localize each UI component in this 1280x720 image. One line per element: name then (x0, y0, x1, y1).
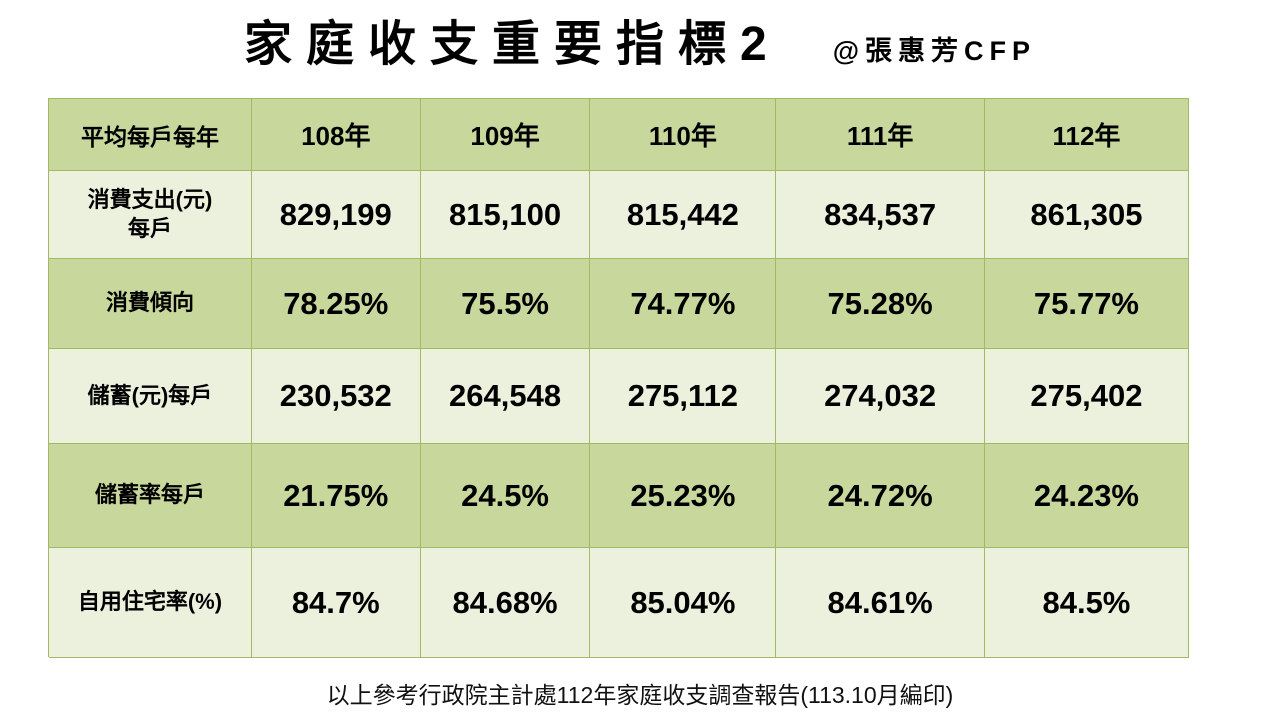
value-cell: 84.7% (251, 548, 421, 658)
value-cell: 75.28% (776, 259, 985, 349)
table-header-year-108: 108年 (251, 99, 421, 171)
value-cell: 829,199 (251, 171, 421, 259)
value-cell: 85.04% (590, 548, 777, 658)
table-header-year-112: 112年 (984, 99, 1189, 171)
value-cell: 275,402 (984, 349, 1189, 444)
page-title: 家庭收支重要指標2 (243, 18, 781, 71)
value-cell: 25.23% (590, 444, 777, 548)
value-cell: 834,537 (776, 171, 985, 259)
value-cell: 861,305 (984, 171, 1189, 259)
value-cell: 274,032 (776, 349, 985, 444)
value-cell: 78.25% (251, 259, 421, 349)
table-header-row-label: 平均每戶每年 (49, 99, 252, 171)
table-header-year-110: 110年 (590, 99, 777, 171)
value-cell: 275,112 (590, 349, 777, 444)
value-cell: 815,442 (590, 171, 777, 259)
row-label-home-ownership-rate: 自用住宅率(%) (49, 548, 252, 658)
table-header-year-109: 109年 (420, 99, 591, 171)
source-note: 以上參考行政院主計處112年家庭收支調查報告(113.10月編印) (326, 682, 954, 708)
value-cell: 24.72% (776, 444, 985, 548)
value-cell: 230,532 (251, 349, 421, 444)
value-cell: 815,100 (420, 171, 591, 259)
value-cell: 74.77% (590, 259, 777, 349)
value-cell: 24.5% (420, 444, 591, 548)
value-cell: 75.5% (420, 259, 591, 349)
value-cell: 84.61% (776, 548, 985, 658)
table-header-year-111: 111年 (776, 99, 985, 171)
row-label-savings-rate: 儲蓄率每戶 (49, 444, 252, 548)
value-cell: 75.77% (984, 259, 1189, 349)
value-cell: 264,548 (420, 349, 591, 444)
value-cell: 84.5% (984, 548, 1189, 658)
author-credit: @張惠芳CFP (832, 36, 1037, 66)
row-label-consumption-propensity: 消費傾向 (49, 259, 252, 349)
row-label-consumption-expenditure: 消費支出(元) 每戶 (49, 171, 252, 259)
value-cell: 24.23% (984, 444, 1189, 548)
row-label-savings: 儲蓄(元)每戶 (49, 349, 252, 444)
header: 家庭收支重要指標2 @張惠芳CFP (0, 16, 1280, 74)
value-cell: 84.68% (420, 548, 591, 658)
value-cell: 21.75% (251, 444, 421, 548)
indicators-table: 平均每戶每年 108年 109年 110年 111年 112年 消費支出(元) … (48, 98, 1189, 658)
